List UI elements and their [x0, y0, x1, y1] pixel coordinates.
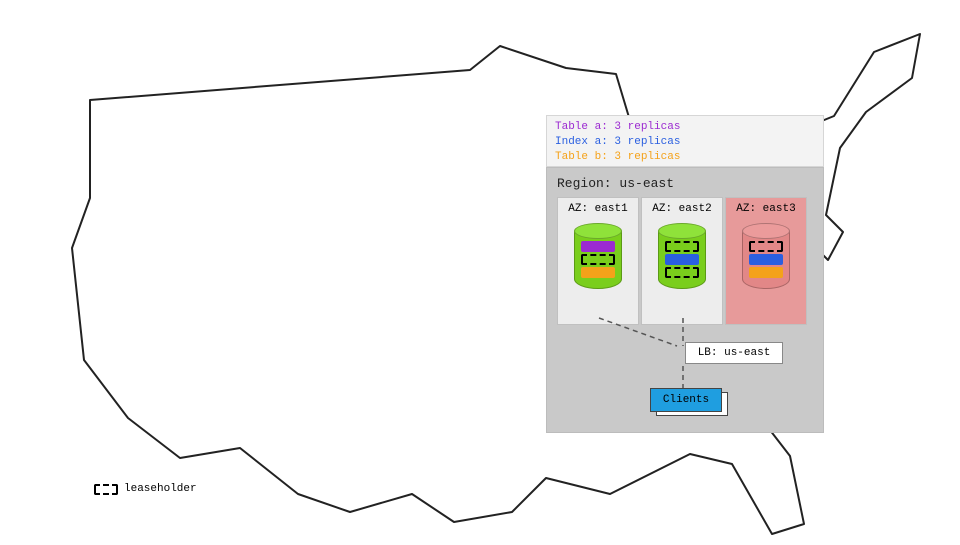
- az-label: AZ: east2: [642, 203, 722, 215]
- database-icon: [742, 223, 790, 293]
- az-row: AZ: east1 AZ: east2 AZ: east3: [557, 197, 813, 325]
- replica-slice: [581, 254, 615, 265]
- replica-slice: [665, 254, 699, 265]
- load-balancer: LB: us-east: [685, 342, 783, 364]
- legend-row-table-b: Table b: 3 replicas: [555, 150, 815, 165]
- region-title: Region: us-east: [557, 176, 813, 191]
- legend-row-table-a: Table a: 3 replicas: [555, 120, 815, 135]
- az-column: AZ: east3: [725, 197, 807, 325]
- leaseholder-swatch: [94, 484, 118, 495]
- database-icon: [658, 223, 706, 293]
- db-top: [574, 223, 622, 239]
- replica-slice: [581, 241, 615, 252]
- db-top: [658, 223, 706, 239]
- az-column: AZ: east1: [557, 197, 639, 325]
- database-icon: [574, 223, 622, 293]
- replica-slice: [665, 267, 699, 278]
- legend-label: Index a: 3 replicas: [555, 136, 680, 148]
- legend-label: Table b: 3 replicas: [555, 151, 680, 163]
- leaseholder-legend: leaseholder: [94, 483, 197, 495]
- replica-legend: Table a: 3 replicas Index a: 3 replicas …: [546, 115, 824, 167]
- clients-box: Clients: [650, 388, 728, 416]
- replica-slice: [665, 241, 699, 252]
- clients-front-card: Clients: [650, 388, 722, 412]
- leaseholder-label: leaseholder: [124, 483, 197, 495]
- replica-slice: [749, 267, 783, 278]
- az-label: AZ: east1: [558, 203, 638, 215]
- az-label: AZ: east3: [726, 203, 806, 215]
- replica-slice: [749, 254, 783, 265]
- replica-slice: [581, 267, 615, 278]
- db-top: [742, 223, 790, 239]
- legend-label: Table a: 3 replicas: [555, 121, 680, 133]
- legend-row-index-a: Index a: 3 replicas: [555, 135, 815, 150]
- az-column: AZ: east2: [641, 197, 723, 325]
- replica-slice: [749, 241, 783, 252]
- lb-label: LB: us-east: [698, 347, 771, 359]
- clients-label: Clients: [663, 394, 709, 406]
